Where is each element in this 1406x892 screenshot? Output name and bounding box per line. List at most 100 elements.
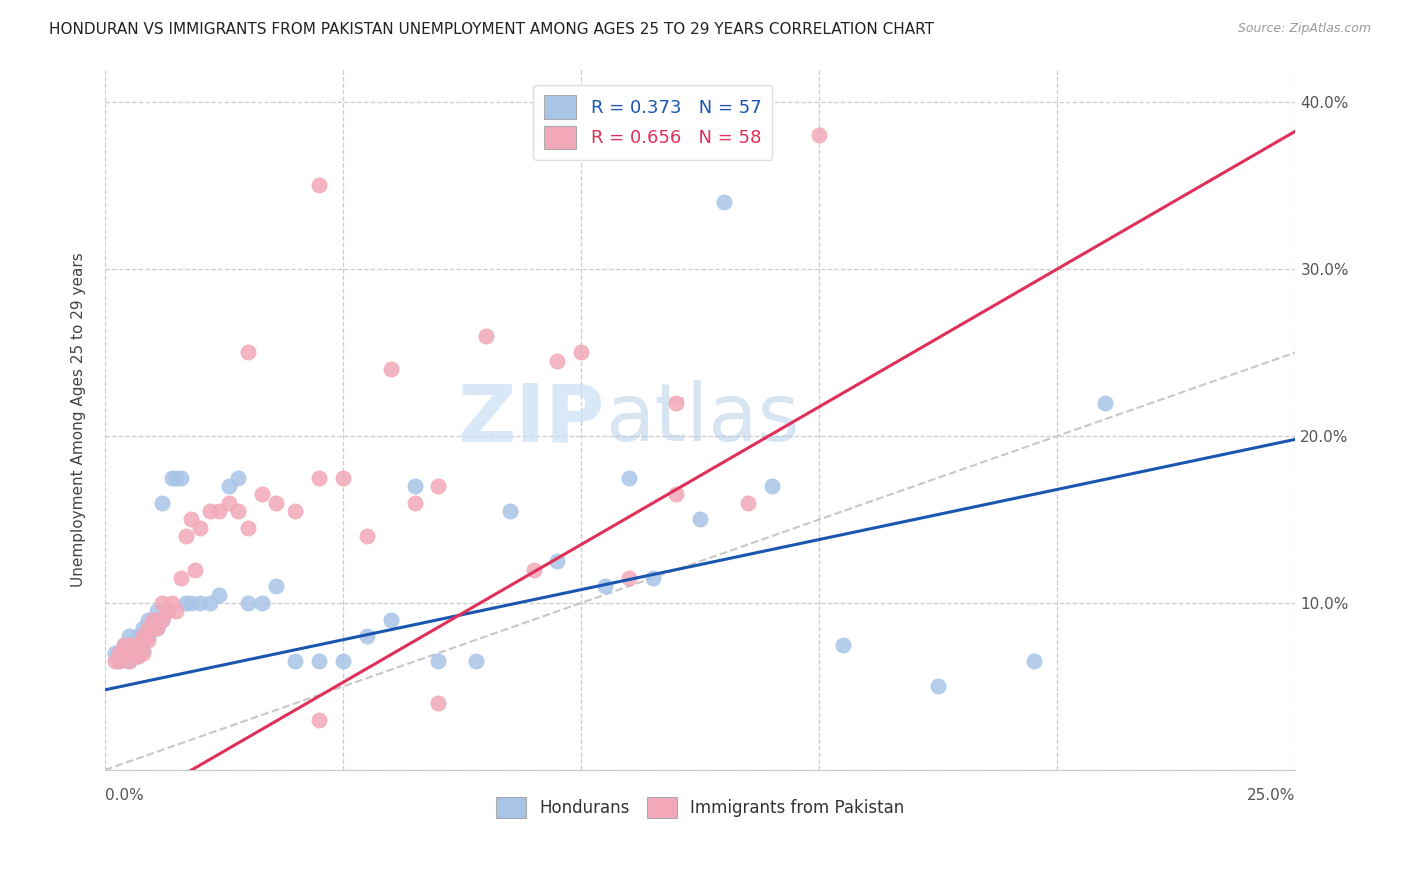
Point	[308, 655, 330, 669]
Legend: Hondurans, Immigrants from Pakistan: Hondurans, Immigrants from Pakistan	[489, 790, 911, 825]
Point	[208, 504, 231, 518]
Point	[127, 638, 149, 652]
Point	[122, 638, 145, 652]
Point	[146, 621, 169, 635]
Point	[927, 680, 949, 694]
Point	[103, 646, 125, 660]
Point	[108, 646, 131, 660]
Point	[218, 496, 240, 510]
Point	[136, 613, 159, 627]
Point	[156, 604, 179, 618]
Point	[380, 362, 402, 376]
Point	[160, 471, 183, 485]
Point	[150, 613, 173, 627]
Point	[266, 496, 288, 510]
Point	[146, 613, 169, 627]
Point	[356, 529, 378, 543]
Point	[332, 471, 354, 485]
Point	[127, 629, 149, 643]
Point	[118, 638, 141, 652]
Point	[146, 621, 169, 635]
Point	[665, 487, 688, 501]
Point	[188, 521, 211, 535]
Point	[127, 642, 149, 657]
Point	[108, 655, 131, 669]
Point	[218, 479, 240, 493]
Point	[689, 512, 711, 526]
Point	[180, 596, 202, 610]
Point	[112, 638, 135, 652]
Point	[228, 471, 250, 485]
Point	[170, 471, 193, 485]
Point	[108, 655, 131, 669]
Point	[404, 496, 426, 510]
Point	[308, 178, 330, 193]
Y-axis label: Unemployment Among Ages 25 to 29 years: Unemployment Among Ages 25 to 29 years	[72, 252, 86, 587]
Point	[122, 638, 145, 652]
Point	[427, 696, 450, 710]
Point	[1022, 655, 1045, 669]
Text: atlas: atlas	[605, 380, 800, 458]
Point	[198, 596, 221, 610]
Point	[112, 646, 135, 660]
Point	[132, 621, 155, 635]
Point	[228, 504, 250, 518]
Point	[180, 512, 202, 526]
Point	[641, 571, 664, 585]
Point	[146, 604, 169, 618]
Point	[132, 642, 155, 657]
Point	[250, 596, 273, 610]
Text: HONDURAN VS IMMIGRANTS FROM PAKISTAN UNEMPLOYMENT AMONG AGES 25 TO 29 YEARS CORR: HONDURAN VS IMMIGRANTS FROM PAKISTAN UNE…	[49, 22, 934, 37]
Point	[236, 596, 259, 610]
Point	[617, 571, 640, 585]
Point	[132, 632, 155, 647]
Text: ZIP: ZIP	[458, 380, 605, 458]
Point	[284, 655, 307, 669]
Point	[266, 579, 288, 593]
Point	[308, 471, 330, 485]
Point	[142, 621, 165, 635]
Point	[665, 395, 688, 409]
Point	[112, 646, 135, 660]
Point	[593, 579, 616, 593]
Point	[118, 655, 141, 669]
Point	[150, 496, 173, 510]
Point	[188, 596, 211, 610]
Point	[499, 504, 522, 518]
Point	[118, 655, 141, 669]
Point	[132, 629, 155, 643]
Point	[112, 638, 135, 652]
Point	[122, 646, 145, 660]
Point	[165, 604, 187, 618]
Point	[569, 345, 592, 359]
Point	[808, 128, 831, 143]
Point	[122, 646, 145, 660]
Point	[136, 629, 159, 643]
Point	[142, 621, 165, 635]
Point	[1094, 395, 1116, 409]
Point	[174, 529, 197, 543]
Point	[832, 638, 855, 652]
Point	[380, 613, 402, 627]
Point	[332, 655, 354, 669]
Point	[156, 604, 179, 618]
Text: Source: ZipAtlas.com: Source: ZipAtlas.com	[1237, 22, 1371, 36]
Point	[737, 496, 759, 510]
Point	[250, 487, 273, 501]
Point	[236, 521, 259, 535]
Point	[150, 613, 173, 627]
Point	[284, 504, 307, 518]
Point	[427, 655, 450, 669]
Point	[427, 479, 450, 493]
Point	[522, 563, 544, 577]
Point	[465, 655, 488, 669]
Point	[136, 632, 159, 647]
Point	[150, 596, 173, 610]
Point	[160, 596, 183, 610]
Point	[761, 479, 783, 493]
Point	[132, 632, 155, 647]
Point	[142, 613, 165, 627]
Point	[174, 596, 197, 610]
Point	[236, 345, 259, 359]
Text: 0.0%: 0.0%	[105, 788, 143, 803]
